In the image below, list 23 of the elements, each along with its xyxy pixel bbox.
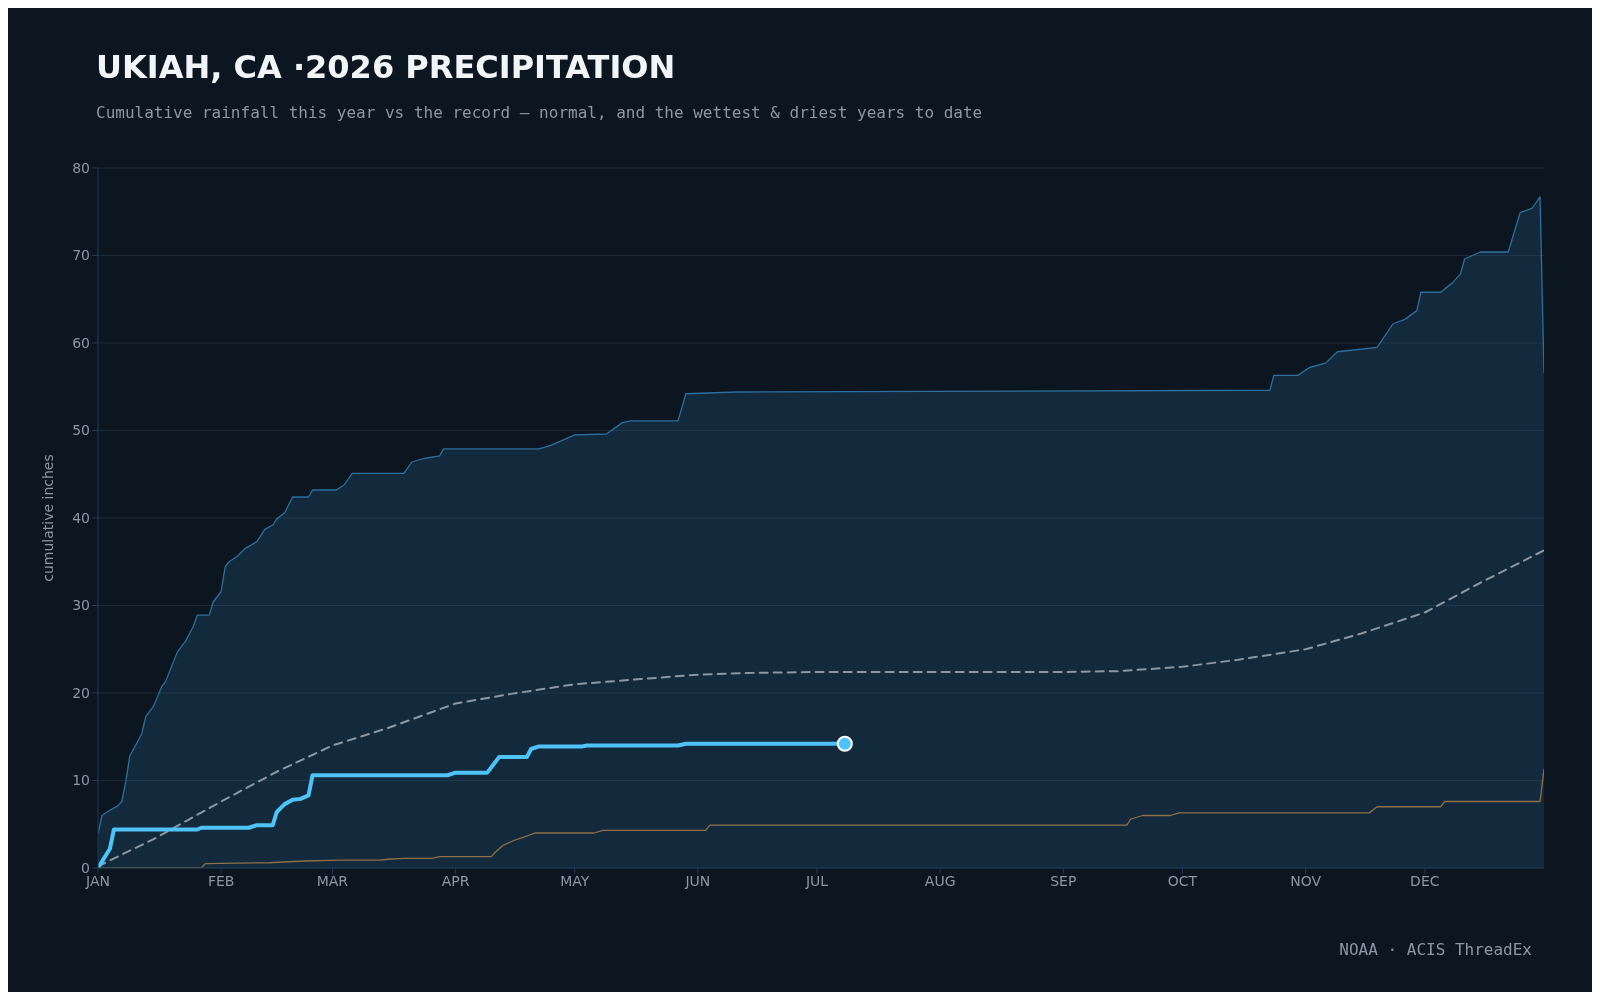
y-tick-label: 10: [72, 772, 90, 789]
y-axis-title: cumulative inches: [39, 454, 56, 582]
x-tick-label: DEC: [1410, 872, 1440, 889]
x-tick-label: AUG: [924, 872, 956, 889]
y-tick-label: 70: [72, 247, 90, 264]
x-tick-label: JUL: [804, 872, 829, 889]
x-tick-label: NOV: [1290, 872, 1322, 889]
x-tick-label: MAR: [316, 872, 349, 889]
y-tick-label: 30: [72, 597, 90, 614]
x-tick-label: OCT: [1167, 872, 1198, 889]
x-tick-label: FEB: [207, 872, 235, 889]
y-tick-label: 40: [72, 509, 90, 526]
chart-subtitle: Cumulative rainfall this year vs the record — normal, and the wettest & driest years to date: [96, 103, 983, 122]
y-tick-label: 80: [72, 159, 90, 176]
x-tick-label: SEP: [1050, 872, 1077, 889]
chart-title: UKIAH, CA ·2026 PRECIPITATION: [96, 48, 676, 86]
x-tick-label: JUN: [684, 872, 711, 889]
y-tick-label: 50: [72, 422, 90, 439]
y-tick-label: 20: [72, 684, 90, 701]
text: NOAA · ACIS ThreadEx: [1339, 940, 1532, 959]
x-tick-label: APR: [441, 872, 470, 889]
x-tick-label: MAY: [560, 872, 590, 889]
y-tick-label: 60: [72, 334, 90, 351]
